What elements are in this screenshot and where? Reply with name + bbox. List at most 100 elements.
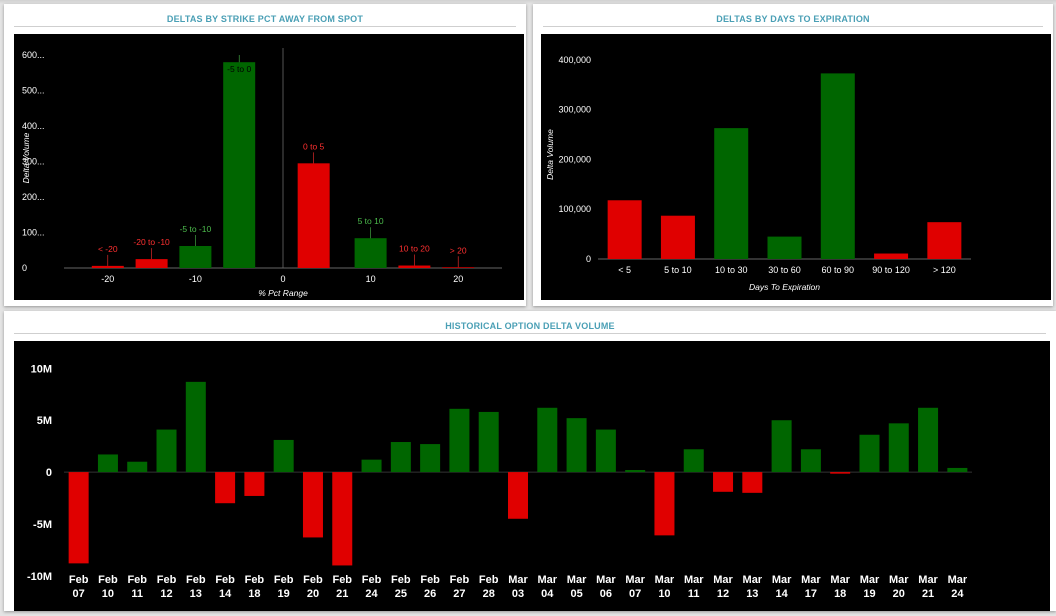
x-tick-month: Mar: [713, 574, 733, 586]
bar: [714, 128, 749, 259]
bar: [859, 434, 880, 473]
bar-label: < -20: [98, 244, 118, 254]
x-tick-month: Feb: [186, 574, 206, 586]
y-tick-label: 400...: [22, 121, 45, 131]
x-tick-month: Mar: [889, 574, 909, 586]
bar: [127, 461, 148, 473]
bar: [771, 420, 792, 473]
x-tick-day: 20: [893, 588, 905, 600]
bar: [442, 267, 475, 268]
x-tick-month: Feb: [362, 574, 382, 586]
x-tick-day: 12: [717, 588, 729, 600]
strike-pct-title-rule: [14, 26, 516, 27]
x-tick-day: 24: [951, 588, 964, 600]
bar: [332, 472, 353, 566]
strike-pct-chart: 0 100... 200... 300... 400... 500... 600... -20…: [21, 48, 502, 298]
bar: [244, 472, 265, 496]
bar: [874, 253, 909, 259]
x-tick-day: 13: [190, 588, 202, 600]
x-tick-label: 20: [453, 274, 463, 284]
bar: [420, 444, 441, 473]
bar: [713, 472, 734, 492]
x-tick-month: Mar: [830, 574, 850, 586]
bar: [683, 449, 704, 473]
x-tick-day: 21: [336, 588, 348, 600]
y-axis-title: Delta Volume: [545, 129, 555, 180]
y-tick-label: 10M: [31, 363, 52, 375]
x-tick-label: -10: [189, 274, 202, 284]
x-tick-day: 14: [219, 588, 232, 600]
bar-label: 0 to 5: [303, 141, 325, 151]
x-tick-label: 10: [366, 274, 376, 284]
bar: [97, 454, 118, 473]
bar-label: -5 to -10: [180, 224, 212, 234]
x-axis-title: % Pct Range: [258, 288, 308, 298]
page-top-shade: [0, 0, 1056, 4]
bar: [185, 381, 206, 473]
bar: [398, 265, 431, 268]
bar: [927, 222, 962, 259]
x-tick-label: -20: [101, 274, 114, 284]
bar: [820, 73, 855, 259]
y-tick-label: 0: [22, 263, 27, 273]
x-tick-day: 17: [805, 588, 817, 600]
x-tick-day: 04: [541, 588, 554, 600]
bar: [273, 439, 294, 473]
bar: [607, 200, 642, 259]
x-tick-day: 12: [160, 588, 172, 600]
x-tick-day: 11: [131, 588, 143, 600]
bar: [68, 472, 89, 564]
x-tick-month: Feb: [479, 574, 499, 586]
bar: [478, 411, 499, 473]
bar: [566, 418, 587, 473]
history-chart: -10M -5M 0 5M 10M Feb 07 Feb 10 Feb 11 Feb 12 Feb 13 Fe…: [27, 363, 972, 600]
x-tick-label: 60 to 90: [822, 265, 855, 275]
x-tick-day: 28: [483, 588, 495, 600]
x-tick-month: Mar: [860, 574, 880, 586]
y-tick-label: 200,000: [558, 154, 591, 164]
y-tick-label: 0: [46, 467, 52, 479]
bar: [91, 265, 124, 268]
x-tick-month: Mar: [508, 574, 528, 586]
bar-label: 10 to 20: [399, 244, 430, 254]
x-tick-month: Feb: [391, 574, 411, 586]
x-tick-label: < 5: [618, 265, 631, 275]
strike-pct-panel: DELTAS BY STRIKE PCT AWAY FROM SPOT 0 100…: [4, 4, 526, 306]
history-chart-area: -10M -5M 0 5M 10M Feb 07 Feb 10 Feb 11 Feb 12 Feb 13 Fe…: [14, 341, 1050, 611]
bar: [800, 449, 821, 473]
x-tick-month: Feb: [98, 574, 118, 586]
bar: [223, 62, 256, 269]
x-tick-day: 26: [424, 588, 436, 600]
bar: [302, 472, 323, 538]
x-tick-month: Feb: [127, 574, 147, 586]
y-tick-label: 200...: [22, 192, 45, 202]
bar-label: 5 to 10: [358, 216, 384, 226]
x-tick-day: 11: [688, 588, 700, 600]
bar: [508, 472, 528, 519]
x-tick-month: Mar: [596, 574, 616, 586]
y-tick-label: 100...: [22, 228, 45, 238]
x-tick-day: 21: [922, 588, 934, 600]
x-tick-day: 27: [453, 588, 465, 600]
x-tick-day: 07: [629, 588, 641, 600]
bar: [156, 429, 177, 473]
bar: [888, 423, 909, 473]
x-tick-month: Mar: [743, 574, 763, 586]
x-tick-day: 13: [746, 588, 758, 600]
bar: [918, 407, 939, 473]
x-tick-month: Mar: [538, 574, 558, 586]
dte-panel: DELTAS BY DAYS TO EXPIRATION 0 100,000 200…: [533, 4, 1053, 306]
y-tick-label: 100,000: [558, 204, 591, 214]
bar: [830, 472, 851, 474]
bar: [361, 459, 382, 473]
bar: [537, 407, 558, 473]
y-tick-label: 600...: [22, 50, 45, 60]
x-tick-month: Mar: [801, 574, 821, 586]
y-tick-label: 400,000: [558, 55, 591, 65]
x-tick-day: 14: [775, 588, 788, 600]
x-tick-label: 0: [280, 274, 285, 284]
x-tick-day: 19: [863, 588, 875, 600]
y-tick-label: -10M: [27, 571, 52, 583]
x-tick-month: Mar: [684, 574, 704, 586]
x-tick-day: 03: [512, 588, 524, 600]
